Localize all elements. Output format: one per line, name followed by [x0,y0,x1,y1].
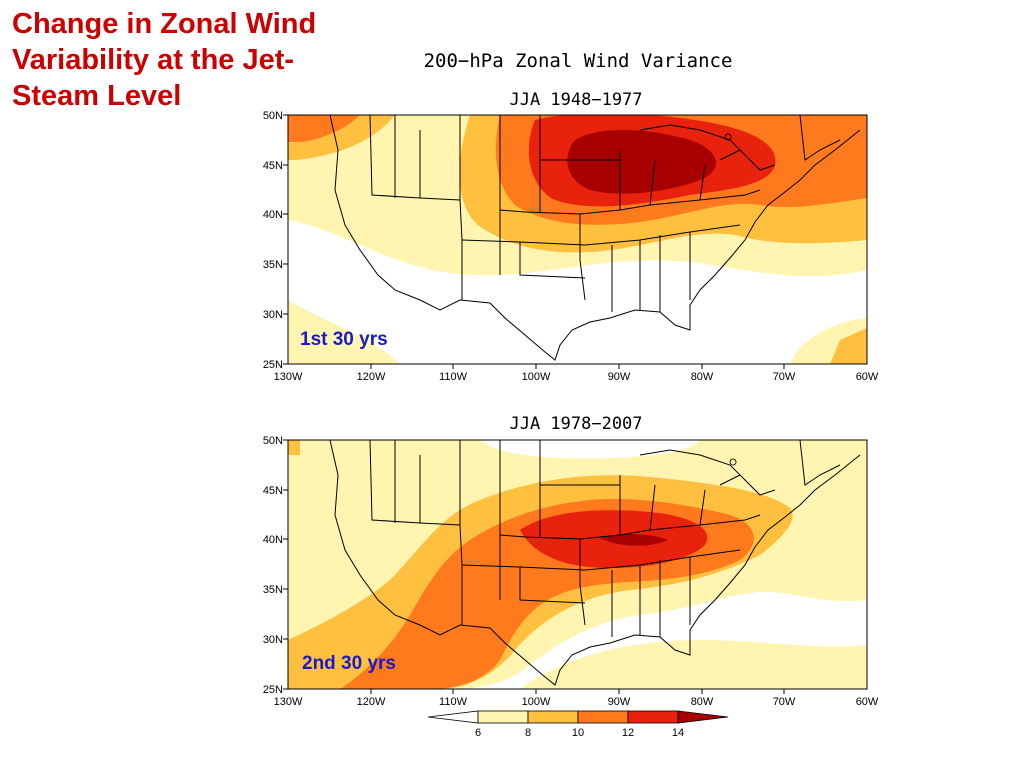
panel-1-lon-label: 80W [691,371,714,383]
panel-2-subtitle: JJA 1978−2007 [509,414,642,434]
slide-title-line-2: Variability at the Jet- [12,44,295,76]
panel-2-lon-label: 130W [274,696,303,708]
panel-2-label: 2nd 30 yrs [302,653,396,674]
panel-2-lat-label: 40N [263,534,283,546]
panel-2-lon-label: 70W [773,696,796,708]
panel-2-map [288,440,867,689]
panel-1-lon-label: 130W [274,371,303,383]
colorbar [427,710,729,724]
colorbar-label: 8 [525,727,531,739]
panel-1-lon-label: 100W [522,371,551,383]
colorbar-label: 12 [622,727,634,739]
panel-2-lon-label: 120W [357,696,386,708]
slide-title-line-3: Steam Level [12,80,182,112]
colorbar-segment [627,710,679,724]
panel-2-lon-label: 80W [691,696,714,708]
colorbar-segment [527,710,579,724]
panel-1-label: 1st 30 yrs [300,329,388,350]
panel-2-lon-label: 110W [439,696,468,708]
panel-1-us-boundaries [329,115,861,361]
panel-1-map [288,115,867,364]
panel-2-lon-label: 60W [856,696,879,708]
panel-1-lon-label: 120W [357,371,386,383]
panel-2-lon-label: 90W [608,696,631,708]
colorbar-segment [677,710,729,724]
colorbar-label: 10 [572,727,584,739]
panel-1-lat-labels: 50N 45N 40N 35N 30N 25N [263,110,283,371]
slide-title: Change in Zonal Wind Variability at the … [12,6,392,114]
panel-1-frame [287,114,868,365]
panel-2-lon-labels: 130W 120W 110W 100W 90W 80W 70W 60W [274,696,879,708]
panel-1-lon-label: 90W [608,371,631,383]
panel-1-lat-label: 30N [263,309,283,321]
panel-1-lat-label: 45N [263,160,283,172]
colorbar-segment [577,710,629,724]
panel-2-lon-label: 100W [522,696,551,708]
panel-1-lon-label: 60W [856,371,879,383]
colorbar-segment [477,710,529,724]
panel-2-lat-labels: 50N 45N 40N 35N 30N 25N [263,435,283,696]
colorbar-labels: 6 8 10 12 14 [475,727,684,739]
colorbar-label: 6 [475,727,481,739]
panel-1-lon-label: 110W [439,371,468,383]
panel-1-lat-label: 35N [263,259,283,271]
figure-title: 200−hPa Zonal Wind Variance [424,50,733,72]
panel-2-us-boundaries [329,440,861,686]
panel-2-lat-label: 45N [263,485,283,497]
panel-1-lon-label: 70W [773,371,796,383]
panel-1-lat-label: 50N [263,110,283,122]
slide-title-line-1: Change in Zonal Wind [12,8,317,40]
panel-1-lat-label: 25N [263,359,283,371]
panel-2-lat-label: 50N [263,435,283,447]
panel-1-lon-labels: 130W 120W 110W 100W 90W 80W 70W 60W [274,371,879,383]
panel-2-lat-label: 35N [263,584,283,596]
panel-2-frame [287,439,868,690]
panel-1-ticks [283,114,785,369]
colorbar-label: 14 [672,727,684,739]
colorbar-segment [427,710,479,724]
panel-1-lat-label: 40N [263,209,283,221]
panel-2-lat-label: 30N [263,634,283,646]
panel-2-ticks [283,439,785,694]
panel-1-subtitle: JJA 1948−1977 [509,90,642,110]
panel-2-lat-label: 25N [263,684,283,696]
